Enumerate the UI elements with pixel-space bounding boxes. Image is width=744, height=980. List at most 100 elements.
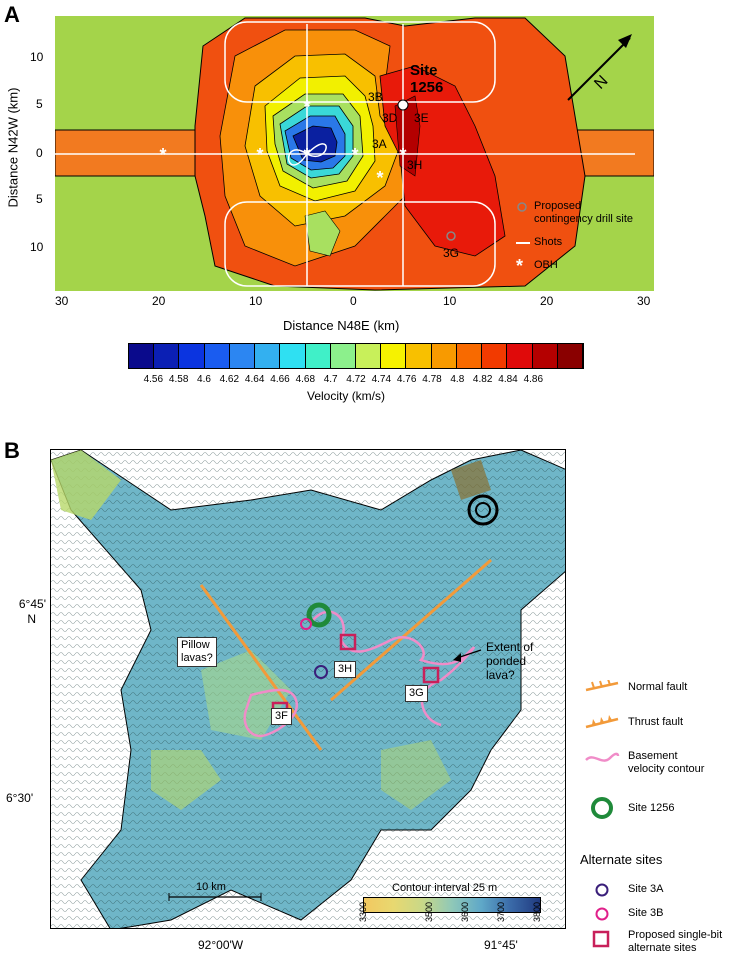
bathy-label: 3800 (532, 901, 542, 922)
colorbar-swatch (557, 344, 583, 368)
colorbar-swatch (482, 344, 508, 368)
colorbar-swatch (532, 344, 558, 368)
y-axis-title: Distance N42W (km) (5, 87, 21, 208)
svg-text:*: * (159, 145, 166, 165)
colorbar-swatch (406, 344, 432, 368)
x-axis-title: Distance N48E (km) (283, 318, 400, 333)
colorbar-label: 4.86 (523, 374, 544, 385)
lon-tick-9200: 92°00'W (198, 938, 244, 952)
colorbar-swatch (381, 344, 407, 368)
site-label-3A: 3A (372, 137, 387, 151)
lat-tick-630: 6°30' (6, 791, 34, 805)
legend-contingency-icon (517, 202, 527, 212)
panel-a-letter: A (4, 2, 20, 27)
x-tick: 10 (443, 294, 457, 308)
svg-text:*: * (351, 145, 358, 165)
lat-tick-645-n: N (27, 612, 36, 626)
colorbar-swatch (154, 344, 180, 368)
site-label-3E: 3E (414, 111, 429, 125)
colorbar-label: 4.64 (244, 374, 265, 385)
bathy-label: 3600 (460, 901, 470, 922)
extent-l2: ponded (486, 654, 527, 668)
site-3H-label: 3H (334, 661, 357, 678)
colorbar-label: 4.58 (168, 374, 189, 385)
legend-thrust-fault: Thrust fault (628, 716, 684, 728)
colorbar-label: 4.76 (396, 374, 417, 385)
y-tick: 0 (36, 146, 43, 160)
legend-basement-contour: Basement velocity contour (628, 750, 704, 776)
colorbar-label: 4.82 (472, 374, 493, 385)
x-tick: 20 (152, 294, 166, 308)
extent-l3: lava? (486, 668, 515, 682)
colorbar-label: 4.62 (219, 374, 240, 385)
extent-l1: Extent of (486, 640, 534, 654)
x-tick: 30 (55, 294, 69, 308)
lat-tick-645: 6°45' N (6, 597, 46, 627)
site-1256-line2: 1256 (410, 79, 444, 96)
svg-text:*: * (399, 145, 406, 165)
single-bit-l2: alternate sites (628, 942, 697, 954)
legend-contingency-l1: Proposed (534, 200, 582, 212)
legend-obh-icon: * (516, 256, 524, 276)
single-bit-l1: Proposed single-bit (628, 929, 723, 941)
bathy-label: 3700 (496, 901, 506, 922)
x-tick: 0 (350, 294, 357, 308)
site-3G-label: 3G (405, 685, 428, 702)
bathymetry-map (51, 450, 565, 928)
basement-l2: velocity contour (628, 763, 705, 775)
x-tick: 30 (637, 294, 651, 308)
legend-site-3a: Site 3A (628, 883, 664, 895)
colorbar-labels: 4.56 4.58 4.6 4.62 4.64 4.66 4.68 4.7 4.72 4.74 4.… (128, 374, 584, 388)
svg-text:*: * (303, 145, 310, 165)
y-tick: 5 (36, 192, 43, 206)
normal-fault-icon (585, 680, 619, 692)
colorbar-swatch (280, 344, 306, 368)
colorbar-label: 4.6 (197, 374, 211, 385)
legend-site-3b: Site 3B (628, 907, 664, 919)
svg-text:*: * (256, 145, 263, 165)
colorbar-swatch (507, 344, 533, 368)
legend-contingency-l2: contingency drill site (534, 213, 634, 225)
bathy-label: 3300 (358, 901, 368, 922)
y-tick: 10 (30, 50, 44, 64)
legend-site-1256: Site 1256 (628, 802, 675, 814)
scale-bar-label: 10 km (196, 881, 226, 893)
alternate-sites-title: Alternate sites (580, 852, 663, 867)
pillow-l2: lavas? (181, 652, 213, 664)
svg-text:*: * (303, 97, 310, 117)
panel-b-letter: B (4, 438, 20, 463)
colorbar-swatch (255, 344, 281, 368)
legend-obh: OBH (534, 259, 558, 271)
colorbar-label: 4.74 (371, 374, 392, 385)
bathy-label: 3500 (424, 901, 434, 922)
velocity-map: * * * * * * * (55, 16, 654, 291)
colorbar-label: 4.7 (323, 374, 338, 385)
bathymetry-map-frame (50, 449, 566, 929)
colorbar-label: 4.66 (270, 374, 290, 385)
basement-contour-icon (585, 752, 620, 762)
site-label-3D: 3D (382, 111, 398, 125)
colorbar-label: 4.78 (422, 374, 442, 385)
extent-ponded-label: Extent of ponded lava? (486, 640, 533, 682)
colorbar-label: 4.84 (498, 374, 518, 385)
site-1256-label: Site 1256 (410, 62, 443, 96)
pillow-lavas-label: Pillow lavas? (177, 637, 217, 667)
site-3b-icon (595, 907, 609, 921)
bathymetry-colorbar (363, 897, 541, 913)
thrust-fault-icon (585, 715, 619, 729)
lon-tick-9145: 91°45' (484, 938, 518, 952)
site-label-3H: 3H (407, 158, 423, 172)
single-bit-icon (592, 930, 610, 948)
contour-interval-label: Contour interval 25 m (392, 882, 498, 894)
legend-contingency: Proposed contingency drill site (534, 200, 633, 226)
lat-tick-645-deg: 6°45' (18, 597, 46, 611)
site-1256-line1: Site (410, 62, 438, 79)
legend-shots-icon (516, 242, 530, 244)
site-3a-icon (595, 883, 609, 897)
colorbar-label: 4.72 (346, 374, 366, 385)
pillow-l1: Pillow (181, 639, 210, 651)
colorbar-label: 4.8 (450, 374, 465, 385)
north-arrow-icon (567, 34, 632, 101)
x-tick: 20 (540, 294, 554, 308)
velocity-colorbar (128, 343, 584, 369)
